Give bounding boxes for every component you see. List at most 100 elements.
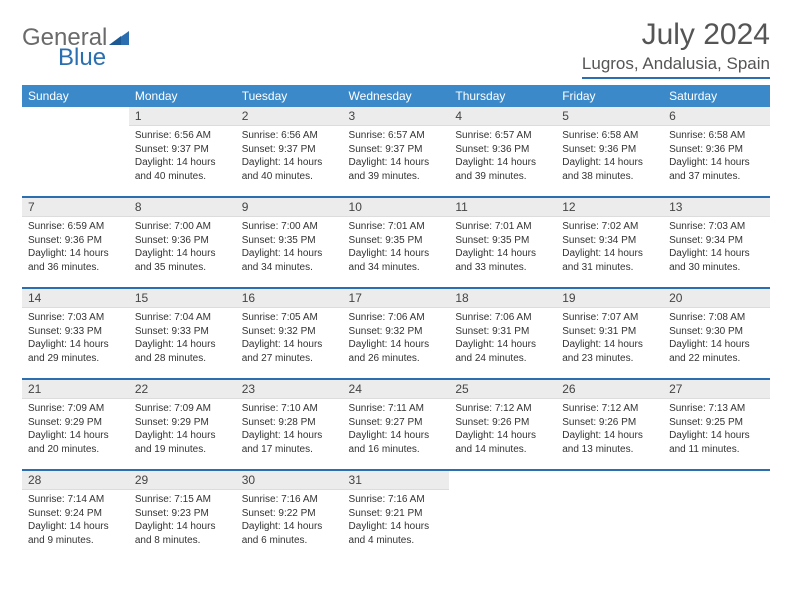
day-body: Sunrise: 7:15 AMSunset: 9:23 PMDaylight:… bbox=[129, 490, 236, 549]
calendar-cell bbox=[663, 471, 770, 561]
day-number: 28 bbox=[22, 471, 129, 490]
day-body: Sunrise: 6:58 AMSunset: 9:36 PMDaylight:… bbox=[663, 126, 770, 185]
day-number: 19 bbox=[556, 289, 663, 308]
calendar-cell: 3Sunrise: 6:57 AMSunset: 9:37 PMDaylight… bbox=[343, 107, 450, 197]
calendar-cell: 22Sunrise: 7:09 AMSunset: 9:29 PMDayligh… bbox=[129, 380, 236, 470]
day-number: 23 bbox=[236, 380, 343, 399]
calendar-week-row: 1Sunrise: 6:56 AMSunset: 9:37 PMDaylight… bbox=[22, 107, 770, 197]
day-body: Sunrise: 7:00 AMSunset: 9:36 PMDaylight:… bbox=[129, 217, 236, 276]
day-body: Sunrise: 7:12 AMSunset: 9:26 PMDaylight:… bbox=[556, 399, 663, 458]
day-number: 27 bbox=[663, 380, 770, 399]
day-number: 21 bbox=[22, 380, 129, 399]
calendar-cell: 9Sunrise: 7:00 AMSunset: 9:35 PMDaylight… bbox=[236, 198, 343, 288]
weekday-header: Friday bbox=[556, 85, 663, 107]
day-number: 15 bbox=[129, 289, 236, 308]
calendar-cell: 20Sunrise: 7:08 AMSunset: 9:30 PMDayligh… bbox=[663, 289, 770, 379]
day-number: 14 bbox=[22, 289, 129, 308]
title-block: July 2024 Lugros, Andalusia, Spain bbox=[582, 18, 770, 79]
day-body: Sunrise: 7:16 AMSunset: 9:21 PMDaylight:… bbox=[343, 490, 450, 549]
day-body: Sunrise: 6:58 AMSunset: 9:36 PMDaylight:… bbox=[556, 126, 663, 185]
day-number: 29 bbox=[129, 471, 236, 490]
day-number: 22 bbox=[129, 380, 236, 399]
calendar-cell: 30Sunrise: 7:16 AMSunset: 9:22 PMDayligh… bbox=[236, 471, 343, 561]
day-number: 31 bbox=[343, 471, 450, 490]
calendar-cell: 6Sunrise: 6:58 AMSunset: 9:36 PMDaylight… bbox=[663, 107, 770, 197]
day-body: Sunrise: 7:06 AMSunset: 9:32 PMDaylight:… bbox=[343, 308, 450, 367]
calendar-cell: 19Sunrise: 7:07 AMSunset: 9:31 PMDayligh… bbox=[556, 289, 663, 379]
day-body: Sunrise: 7:03 AMSunset: 9:33 PMDaylight:… bbox=[22, 308, 129, 367]
weekday-header: Thursday bbox=[449, 85, 556, 107]
calendar-cell: 8Sunrise: 7:00 AMSunset: 9:36 PMDaylight… bbox=[129, 198, 236, 288]
calendar-cell bbox=[22, 107, 129, 197]
calendar-cell: 16Sunrise: 7:05 AMSunset: 9:32 PMDayligh… bbox=[236, 289, 343, 379]
day-body: Sunrise: 7:02 AMSunset: 9:34 PMDaylight:… bbox=[556, 217, 663, 276]
calendar-cell: 28Sunrise: 7:14 AMSunset: 9:24 PMDayligh… bbox=[22, 471, 129, 561]
calendar-cell: 7Sunrise: 6:59 AMSunset: 9:36 PMDaylight… bbox=[22, 198, 129, 288]
day-number: 4 bbox=[449, 107, 556, 126]
day-number: 18 bbox=[449, 289, 556, 308]
day-number: 1 bbox=[129, 107, 236, 126]
calendar-cell bbox=[449, 471, 556, 561]
day-number: 3 bbox=[343, 107, 450, 126]
calendar-cell: 24Sunrise: 7:11 AMSunset: 9:27 PMDayligh… bbox=[343, 380, 450, 470]
calendar-cell: 21Sunrise: 7:09 AMSunset: 9:29 PMDayligh… bbox=[22, 380, 129, 470]
calendar-week-row: 21Sunrise: 7:09 AMSunset: 9:29 PMDayligh… bbox=[22, 380, 770, 470]
calendar-week-row: 14Sunrise: 7:03 AMSunset: 9:33 PMDayligh… bbox=[22, 289, 770, 379]
calendar-cell: 5Sunrise: 6:58 AMSunset: 9:36 PMDaylight… bbox=[556, 107, 663, 197]
day-number: 13 bbox=[663, 198, 770, 217]
day-number: 6 bbox=[663, 107, 770, 126]
day-body: Sunrise: 7:13 AMSunset: 9:25 PMDaylight:… bbox=[663, 399, 770, 458]
day-number: 30 bbox=[236, 471, 343, 490]
day-body: Sunrise: 7:05 AMSunset: 9:32 PMDaylight:… bbox=[236, 308, 343, 367]
day-body: Sunrise: 6:56 AMSunset: 9:37 PMDaylight:… bbox=[236, 126, 343, 185]
day-body: Sunrise: 7:03 AMSunset: 9:34 PMDaylight:… bbox=[663, 217, 770, 276]
day-body: Sunrise: 6:57 AMSunset: 9:36 PMDaylight:… bbox=[449, 126, 556, 185]
calendar-cell: 1Sunrise: 6:56 AMSunset: 9:37 PMDaylight… bbox=[129, 107, 236, 197]
day-number: 17 bbox=[343, 289, 450, 308]
day-body: Sunrise: 7:00 AMSunset: 9:35 PMDaylight:… bbox=[236, 217, 343, 276]
location-text: Lugros, Andalusia, Spain bbox=[582, 54, 770, 79]
day-body: Sunrise: 7:07 AMSunset: 9:31 PMDaylight:… bbox=[556, 308, 663, 367]
day-body: Sunrise: 7:14 AMSunset: 9:24 PMDaylight:… bbox=[22, 490, 129, 549]
day-number: 24 bbox=[343, 380, 450, 399]
calendar-table: SundayMondayTuesdayWednesdayThursdayFrid… bbox=[22, 85, 770, 561]
calendar-cell: 27Sunrise: 7:13 AMSunset: 9:25 PMDayligh… bbox=[663, 380, 770, 470]
day-body: Sunrise: 7:08 AMSunset: 9:30 PMDaylight:… bbox=[663, 308, 770, 367]
day-body: Sunrise: 7:09 AMSunset: 9:29 PMDaylight:… bbox=[129, 399, 236, 458]
day-body: Sunrise: 7:06 AMSunset: 9:31 PMDaylight:… bbox=[449, 308, 556, 367]
weekday-header: Sunday bbox=[22, 85, 129, 107]
calendar-cell: 17Sunrise: 7:06 AMSunset: 9:32 PMDayligh… bbox=[343, 289, 450, 379]
weekday-header: Tuesday bbox=[236, 85, 343, 107]
day-body: Sunrise: 7:01 AMSunset: 9:35 PMDaylight:… bbox=[343, 217, 450, 276]
calendar-cell: 18Sunrise: 7:06 AMSunset: 9:31 PMDayligh… bbox=[449, 289, 556, 379]
day-number: 25 bbox=[449, 380, 556, 399]
day-body: Sunrise: 6:56 AMSunset: 9:37 PMDaylight:… bbox=[129, 126, 236, 185]
calendar-cell: 14Sunrise: 7:03 AMSunset: 9:33 PMDayligh… bbox=[22, 289, 129, 379]
calendar-cell bbox=[556, 471, 663, 561]
calendar-cell: 2Sunrise: 6:56 AMSunset: 9:37 PMDaylight… bbox=[236, 107, 343, 197]
day-body: Sunrise: 7:12 AMSunset: 9:26 PMDaylight:… bbox=[449, 399, 556, 458]
day-body: Sunrise: 7:04 AMSunset: 9:33 PMDaylight:… bbox=[129, 308, 236, 367]
page-header: General July 2024 Lugros, Andalusia, Spa… bbox=[22, 18, 770, 79]
day-number: 2 bbox=[236, 107, 343, 126]
calendar-header-row: SundayMondayTuesdayWednesdayThursdayFrid… bbox=[22, 85, 770, 107]
calendar-cell: 10Sunrise: 7:01 AMSunset: 9:35 PMDayligh… bbox=[343, 198, 450, 288]
calendar-cell: 23Sunrise: 7:10 AMSunset: 9:28 PMDayligh… bbox=[236, 380, 343, 470]
day-number: 5 bbox=[556, 107, 663, 126]
day-number: 26 bbox=[556, 380, 663, 399]
day-number: 20 bbox=[663, 289, 770, 308]
day-number: 7 bbox=[22, 198, 129, 217]
day-body: Sunrise: 6:59 AMSunset: 9:36 PMDaylight:… bbox=[22, 217, 129, 276]
day-body: Sunrise: 7:11 AMSunset: 9:27 PMDaylight:… bbox=[343, 399, 450, 458]
day-body: Sunrise: 7:10 AMSunset: 9:28 PMDaylight:… bbox=[236, 399, 343, 458]
calendar-cell: 25Sunrise: 7:12 AMSunset: 9:26 PMDayligh… bbox=[449, 380, 556, 470]
calendar-week-row: 7Sunrise: 6:59 AMSunset: 9:36 PMDaylight… bbox=[22, 198, 770, 288]
day-number: 12 bbox=[556, 198, 663, 217]
calendar-cell: 31Sunrise: 7:16 AMSunset: 9:21 PMDayligh… bbox=[343, 471, 450, 561]
calendar-cell: 29Sunrise: 7:15 AMSunset: 9:23 PMDayligh… bbox=[129, 471, 236, 561]
day-body: Sunrise: 7:09 AMSunset: 9:29 PMDaylight:… bbox=[22, 399, 129, 458]
calendar-cell: 4Sunrise: 6:57 AMSunset: 9:36 PMDaylight… bbox=[449, 107, 556, 197]
day-number: 16 bbox=[236, 289, 343, 308]
day-body: Sunrise: 7:16 AMSunset: 9:22 PMDaylight:… bbox=[236, 490, 343, 549]
calendar-week-row: 28Sunrise: 7:14 AMSunset: 9:24 PMDayligh… bbox=[22, 471, 770, 561]
